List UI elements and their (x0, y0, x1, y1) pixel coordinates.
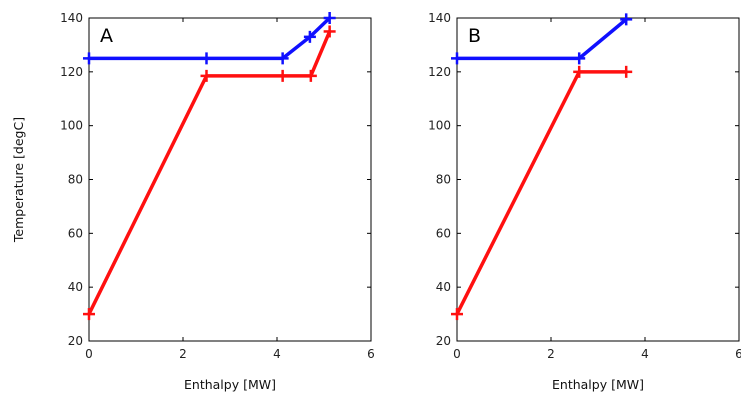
y-tick-label: 140 (60, 11, 83, 25)
y-axis-label: Temperature [degC] (11, 117, 26, 243)
panel-label: A (100, 25, 113, 47)
data-point-marker (451, 308, 463, 321)
data-point-marker (303, 30, 316, 43)
x-tick-label: 4 (641, 347, 649, 361)
x-tick-label: 6 (735, 347, 741, 361)
x-tick-label: 6 (367, 347, 375, 361)
series-line (455, 17, 628, 61)
data-point-marker (323, 12, 336, 24)
x-axis-label: Enthalpy [MW] (552, 377, 644, 392)
y-tick-label: 20 (68, 334, 83, 348)
data-point-marker (620, 13, 633, 26)
y-tick-label: 100 (428, 119, 451, 133)
x-tick-label: 0 (85, 347, 93, 361)
y-tick-label: 140 (428, 11, 451, 25)
data-point-marker (276, 52, 289, 65)
series-line (87, 16, 332, 61)
data-point-marker (83, 308, 95, 321)
y-tick-label: 40 (436, 280, 451, 294)
panel-b-chart: 0 2 4 6 20 40 60 80 100 120 140 Enthalpy [MW] B (428, 11, 741, 392)
y-tick-label: 120 (60, 65, 83, 79)
y-tick-label: 60 (68, 226, 83, 240)
y-tick-label: 120 (428, 65, 451, 79)
x-tick-label: 2 (547, 347, 555, 361)
x-tick-label: 2 (179, 347, 187, 361)
data-point-marker (323, 25, 336, 38)
data-point-marker (451, 52, 463, 65)
axes-box (88, 17, 372, 342)
data-point-marker (200, 69, 213, 82)
data-point-marker (620, 65, 633, 78)
data-point-marker (573, 65, 586, 78)
data-point-marker (276, 69, 289, 82)
axes-box (456, 17, 740, 342)
y-tick-label: 100 (60, 119, 83, 133)
x-tick-label: 4 (273, 347, 281, 361)
data-point-marker (304, 69, 317, 82)
data-point-marker (83, 52, 95, 65)
x-tick-label: 0 (453, 347, 461, 361)
y-tick-label: 60 (436, 226, 451, 240)
x-axis-label: Enthalpy [MW] (184, 377, 276, 392)
series-line (455, 70, 628, 316)
data-point-marker (573, 52, 586, 65)
panel-label: B (468, 25, 481, 47)
panel-a-chart: 0 2 4 6 20 40 60 80 100 120 140 Enthalpy [MW] Temper… (11, 11, 375, 392)
data-point-marker (200, 52, 213, 65)
y-tick-label: 80 (436, 173, 451, 187)
series-line (87, 29, 332, 316)
y-tick-label: 80 (68, 173, 83, 187)
y-tick-label: 20 (436, 334, 451, 348)
y-tick-label: 40 (68, 280, 83, 294)
